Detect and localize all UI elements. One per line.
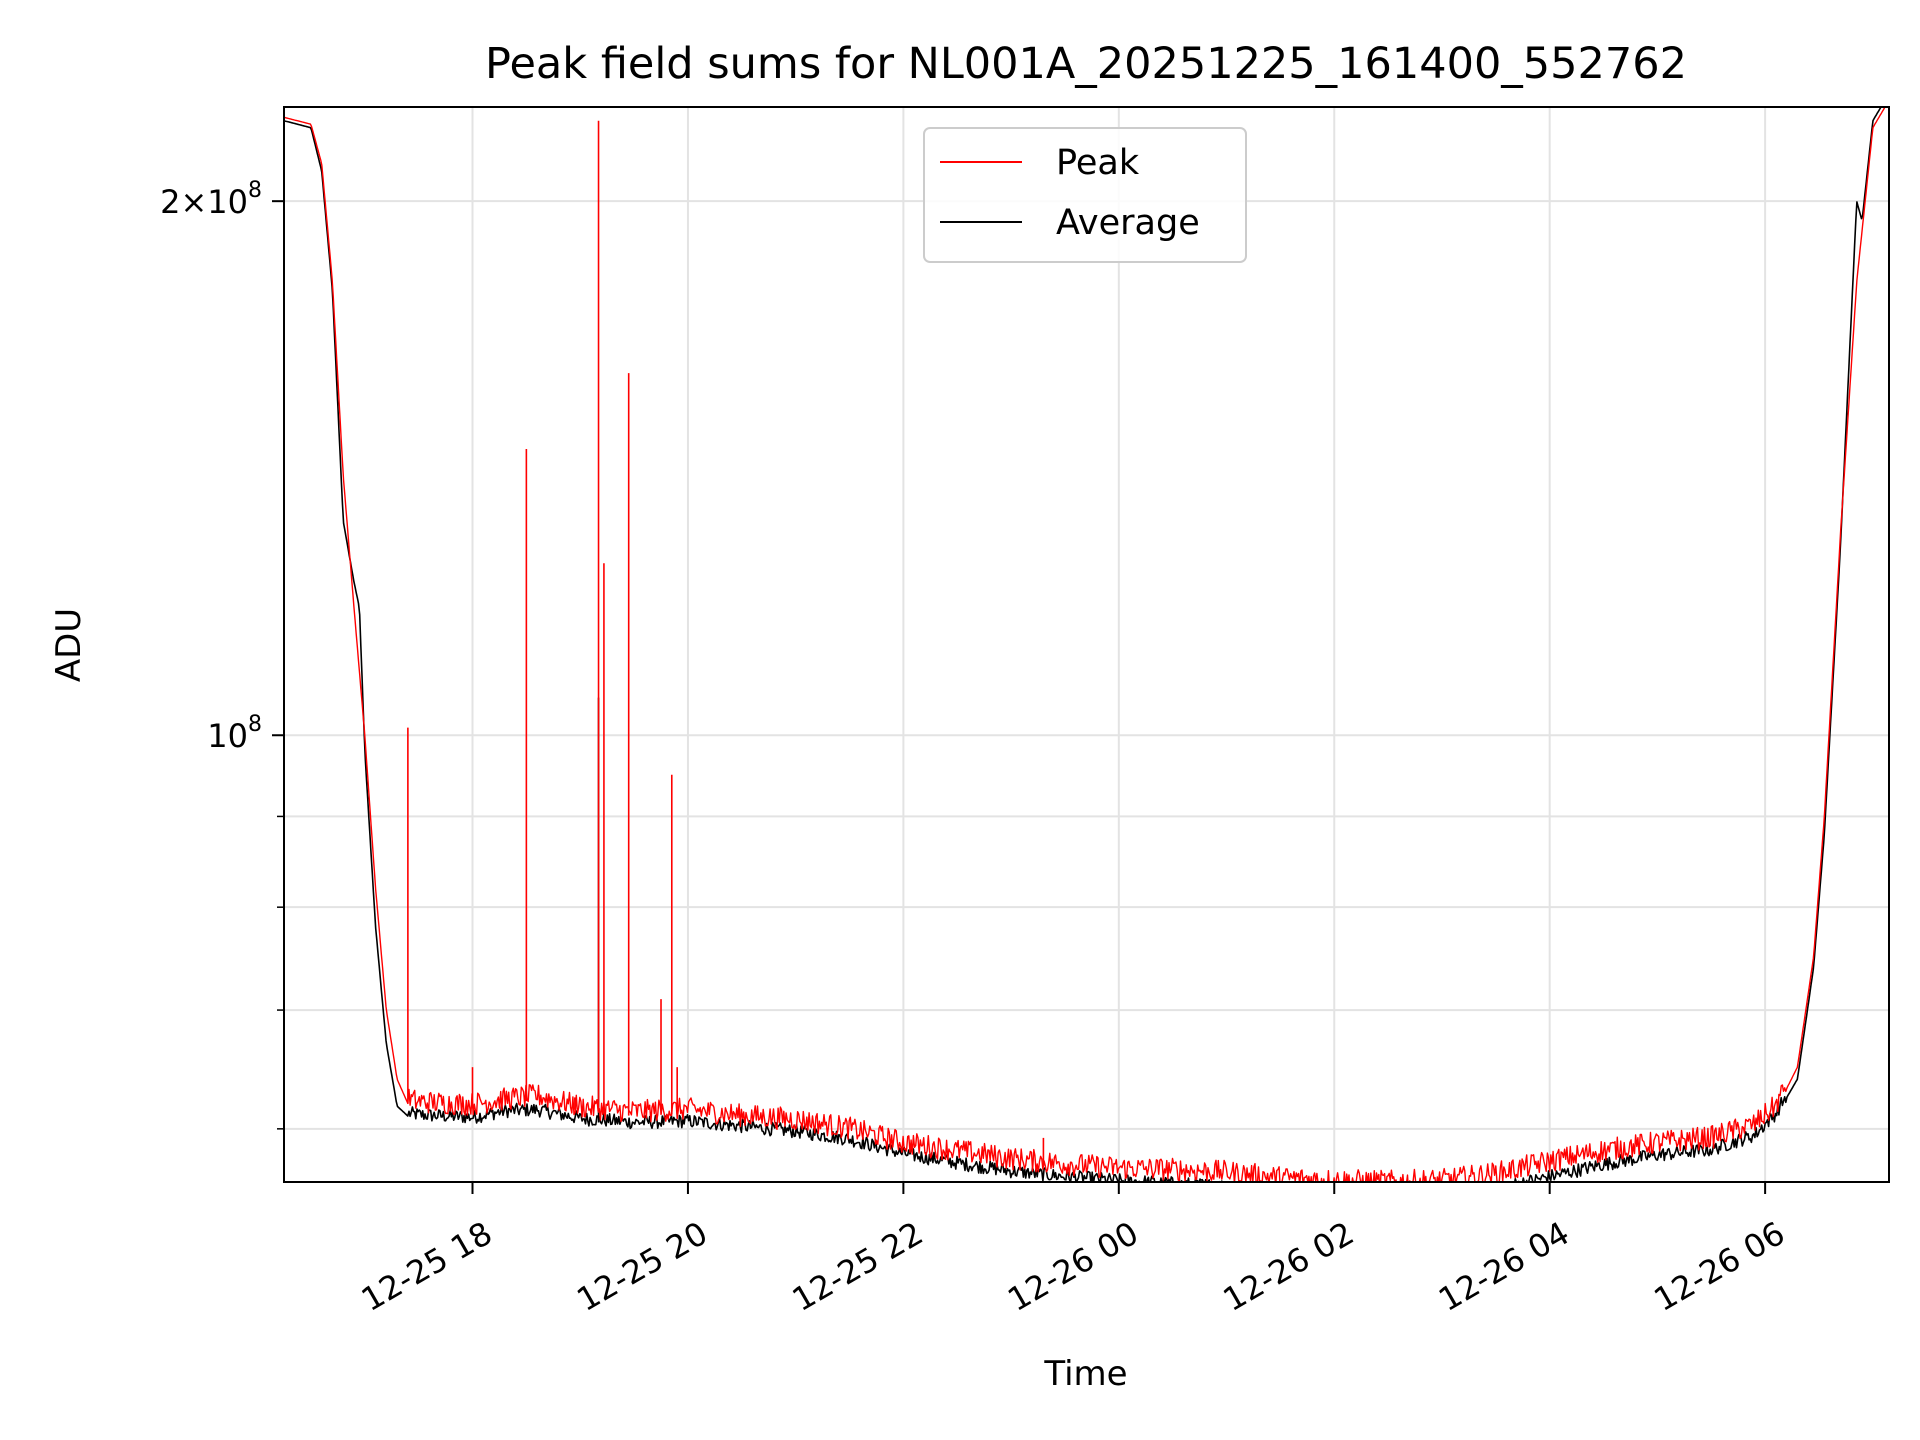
legend-peak-label: Peak: [1056, 143, 1140, 183]
y-axis-label: ADU: [49, 608, 89, 682]
peak-series-line: [284, 107, 1886, 1182]
plot-series: [284, 107, 1886, 1182]
y-tick-label: 108: [207, 712, 262, 755]
y-tick-exponent: 8: [248, 178, 262, 203]
y-tick-mantissa: 2×10: [160, 183, 248, 221]
chart-title: Peak field sums for NL001A_20251225_1614…: [485, 39, 1687, 89]
x-axis-label: Time: [1043, 1354, 1127, 1394]
plot-frame: [283, 106, 1890, 1183]
legend-average-label: Average: [1056, 203, 1200, 243]
y-tick-exponent: 8: [248, 712, 262, 737]
legend: Peak Average: [923, 127, 1247, 263]
grid: [284, 107, 1889, 1182]
y-tick-label: 2×108: [160, 178, 262, 221]
y-tick-mantissa: 10: [207, 717, 248, 755]
